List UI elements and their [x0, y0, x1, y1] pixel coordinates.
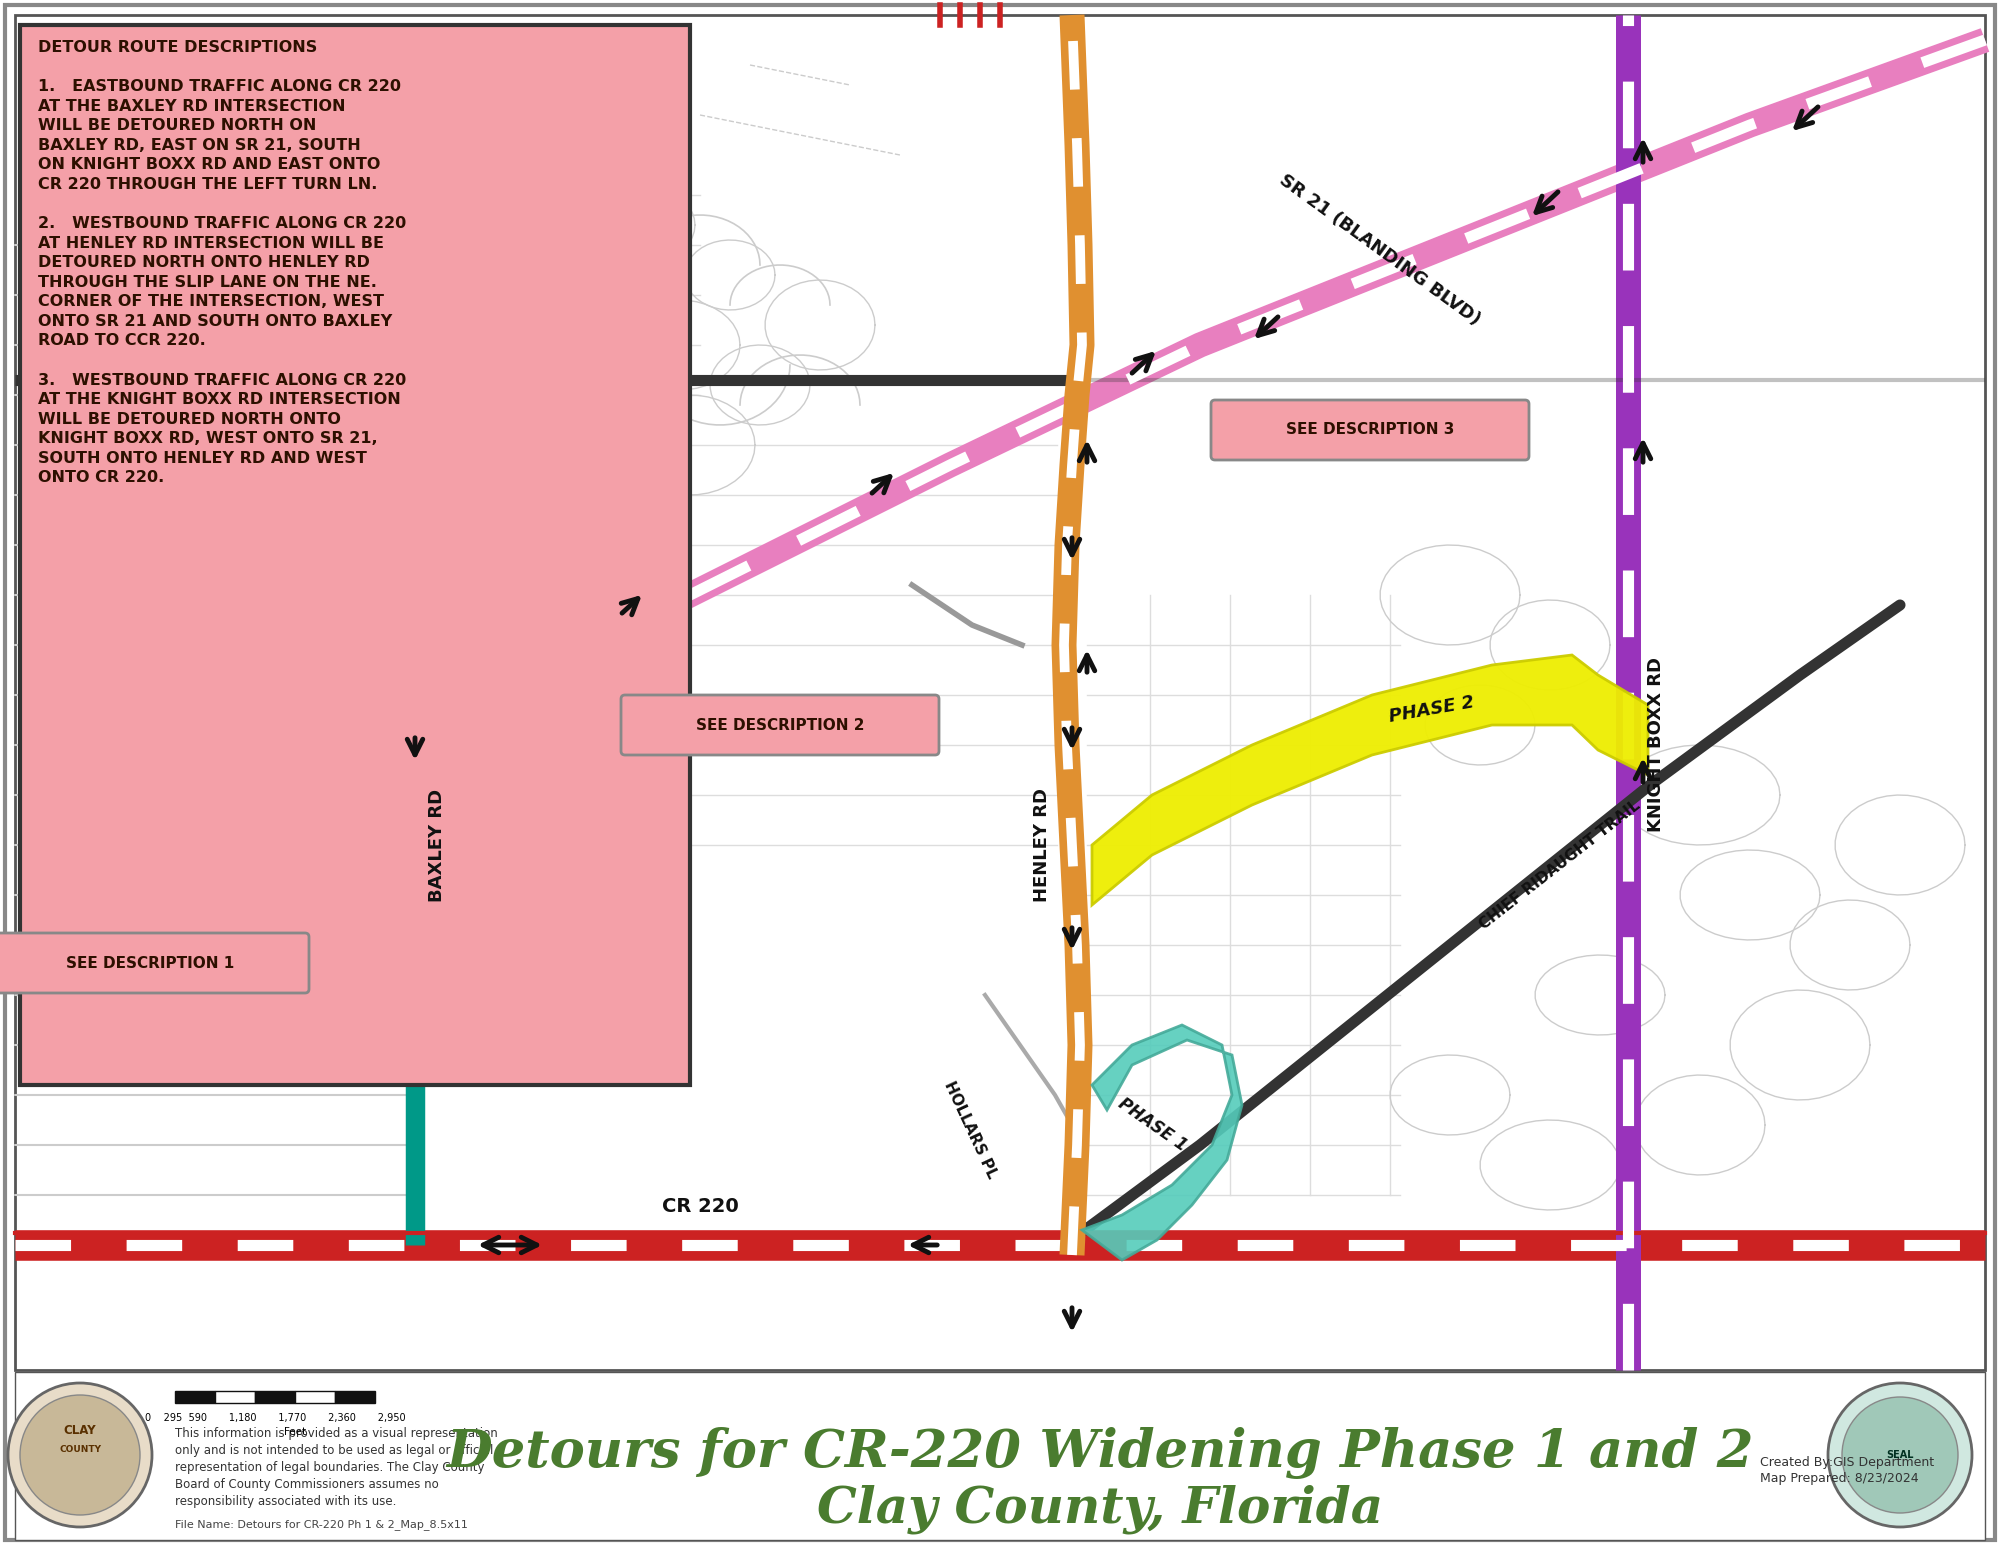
Text: CLAY: CLAY [64, 1423, 96, 1437]
Text: Feet: Feet [284, 1428, 306, 1437]
Bar [256, 1390, 296, 1403]
Bar [216, 1390, 256, 1403]
Text: DETOUR ROUTE DESCRIPTIONS

1.   EASTBOUND TRAFFIC ALONG CR 220
AT THE BAXLEY RD : DETOUR ROUTE DESCRIPTIONS 1. EASTBOUND T… [38, 40, 406, 485]
Text: Detours for CR-220 Widening Phase 1 and 2: Detours for CR-220 Widening Phase 1 and … [446, 1428, 1754, 1479]
Circle shape [1842, 1397, 1958, 1513]
FancyBboxPatch shape [16, 15, 1984, 1370]
Circle shape [8, 1383, 152, 1526]
FancyBboxPatch shape [20, 25, 690, 1085]
Text: Created By:GIS Department
Map Prepared: 8/23/2024: Created By:GIS Department Map Prepared: … [1760, 1455, 1934, 1485]
FancyBboxPatch shape [16, 1372, 1984, 1540]
Text: PHASE 1: PHASE 1 [1114, 1095, 1190, 1156]
FancyBboxPatch shape [0, 933, 308, 993]
Polygon shape [1082, 1024, 1242, 1261]
FancyBboxPatch shape [4, 5, 1996, 1540]
Bar [296, 1390, 336, 1403]
Text: KNIGHT BOXX RD: KNIGHT BOXX RD [1648, 658, 1664, 833]
Text: File Name: Detours for CR-220 Ph 1 & 2_Map_8.5x11: File Name: Detours for CR-220 Ph 1 & 2_M… [176, 1519, 468, 1530]
Circle shape [1828, 1383, 1972, 1526]
Bar [176, 1390, 216, 1403]
Text: SEE DESCRIPTION 3: SEE DESCRIPTION 3 [1286, 422, 1454, 437]
Text: BAXLEY RD: BAXLEY RD [428, 788, 446, 902]
Text: SEE DESCRIPTION 1: SEE DESCRIPTION 1 [66, 955, 234, 970]
Text: HENLEY RD: HENLEY RD [1032, 788, 1052, 902]
Text: SEAL: SEAL [1886, 1451, 1914, 1460]
FancyBboxPatch shape [620, 695, 940, 756]
Text: SR 21 (BLANDING BLVD): SR 21 (BLANDING BLVD) [1276, 171, 1484, 329]
Text: HOLLARS PL: HOLLARS PL [940, 1078, 1000, 1180]
Text: Clay County, Florida: Clay County, Florida [816, 1485, 1384, 1534]
Text: CHIEF RIDAUGHT TRAIL: CHIEF RIDAUGHT TRAIL [1476, 797, 1644, 932]
Bar [336, 1390, 376, 1403]
FancyBboxPatch shape [1212, 400, 1530, 460]
Polygon shape [1092, 655, 1648, 905]
Text: CR 220: CR 220 [662, 1197, 738, 1216]
Text: This information is provided as a visual representation
only and is not intended: This information is provided as a visual… [176, 1428, 498, 1508]
Text: SEE DESCRIPTION 2: SEE DESCRIPTION 2 [696, 717, 864, 732]
Circle shape [20, 1395, 140, 1516]
Text: 0    295  590       1,180       1,770       2,360       2,950: 0 295 590 1,180 1,770 2,360 2,950 [144, 1414, 406, 1423]
Text: COUNTY: COUNTY [60, 1446, 100, 1454]
Text: PHASE 2: PHASE 2 [1388, 694, 1476, 726]
